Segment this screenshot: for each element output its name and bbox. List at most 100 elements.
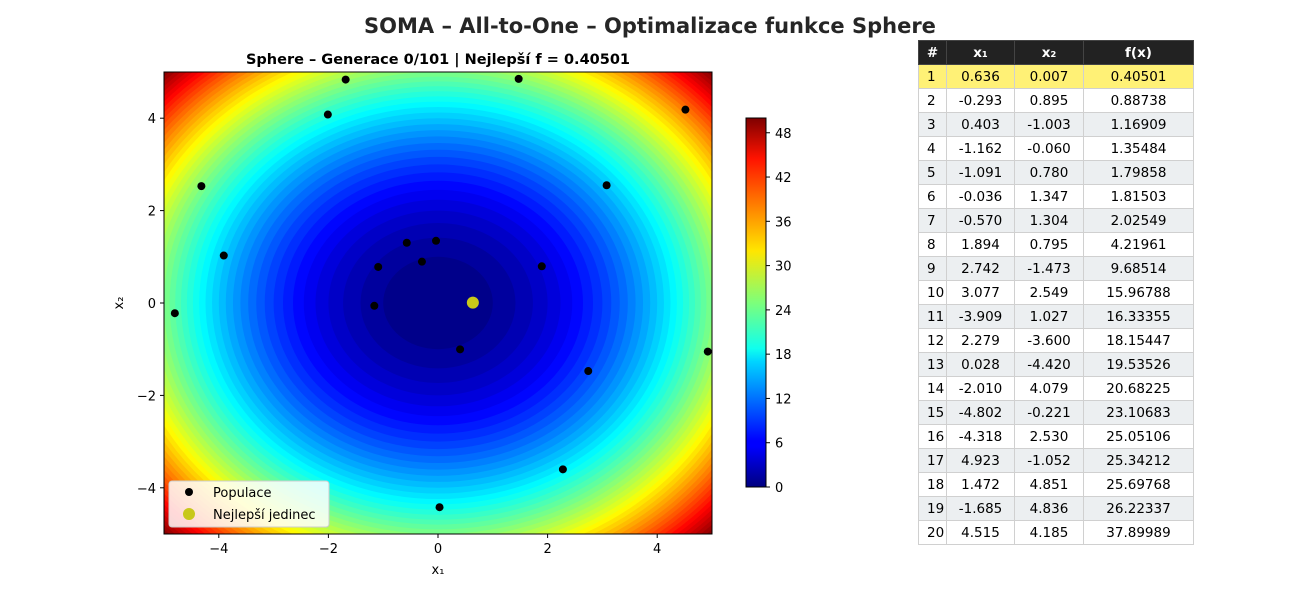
y-tick-label: 0 bbox=[148, 297, 156, 312]
table-row: 5 -1.091 0.780 1.79858 bbox=[918, 160, 1194, 185]
table-row: 6 -0.036 1.347 1.81503 bbox=[918, 184, 1194, 209]
cell-fx: 1.81503 bbox=[1083, 184, 1194, 209]
cell-index: 12 bbox=[918, 328, 947, 353]
cell-index: 5 bbox=[918, 160, 947, 185]
cell-index: 16 bbox=[918, 424, 947, 449]
cell-x1: 4.515 bbox=[946, 520, 1015, 545]
cell-x1: -2.010 bbox=[946, 376, 1015, 401]
cell-index: 3 bbox=[918, 112, 947, 137]
cell-fx: 1.35484 bbox=[1083, 136, 1194, 161]
table-row: 18 1.472 4.851 25.69768 bbox=[918, 472, 1194, 497]
population-point bbox=[341, 75, 350, 84]
cell-fx: 16.33355 bbox=[1083, 304, 1194, 329]
cell-x2: 0.795 bbox=[1014, 232, 1084, 257]
cell-index: 7 bbox=[918, 208, 947, 233]
cell-index: 4 bbox=[918, 136, 947, 161]
cell-x1: -1.685 bbox=[946, 496, 1015, 521]
table-row: 11 -3.909 1.027 16.33355 bbox=[918, 304, 1194, 329]
cell-fx: 23.10683 bbox=[1083, 400, 1194, 425]
cell-x2: 0.895 bbox=[1014, 88, 1084, 113]
cell-x2: 1.304 bbox=[1014, 208, 1084, 233]
cell-fx: 18.15447 bbox=[1083, 328, 1194, 353]
cell-index: 14 bbox=[918, 376, 947, 401]
cell-fx: 15.96788 bbox=[1083, 280, 1194, 305]
x-axis-ticks: −4 −2 0 2 4 bbox=[209, 534, 661, 557]
header-x2: x₂ bbox=[1014, 40, 1084, 65]
cell-fx: 19.53526 bbox=[1083, 352, 1194, 377]
table-row: 3 0.403 -1.003 1.16909 bbox=[918, 112, 1194, 137]
cell-index: 9 bbox=[918, 256, 947, 281]
legend: Populace Nejlepší jedinec bbox=[168, 480, 330, 528]
population-point bbox=[681, 105, 690, 114]
cell-x2: -1.473 bbox=[1014, 256, 1084, 281]
cell-x2: -1.003 bbox=[1014, 112, 1084, 137]
figure-title: SOMA – All-to-One – Optimalizace funkce … bbox=[364, 14, 936, 38]
x-tick-label: −2 bbox=[319, 542, 338, 557]
table-row: 13 0.028 -4.420 19.53526 bbox=[918, 352, 1194, 377]
cell-x2: 4.185 bbox=[1014, 520, 1084, 545]
cell-fx: 4.21961 bbox=[1083, 232, 1194, 257]
population-point bbox=[435, 503, 444, 512]
x-tick-label: 4 bbox=[653, 542, 661, 557]
header-x1: x₁ bbox=[946, 40, 1015, 65]
table-row: 2 -0.293 0.895 0.88738 bbox=[918, 88, 1194, 113]
cell-x2: -3.600 bbox=[1014, 328, 1084, 353]
cell-x2: -4.420 bbox=[1014, 352, 1084, 377]
table-row: 14 -2.010 4.079 20.68225 bbox=[918, 376, 1194, 401]
cell-x2: 4.836 bbox=[1014, 496, 1084, 521]
cell-x1: 3.077 bbox=[946, 280, 1015, 305]
population-point bbox=[456, 345, 465, 354]
cell-index: 13 bbox=[918, 352, 947, 377]
x-tick-label: 0 bbox=[434, 542, 442, 557]
cell-x1: -0.036 bbox=[946, 184, 1015, 209]
cell-index: 19 bbox=[918, 496, 947, 521]
cell-fx: 2.02549 bbox=[1083, 208, 1194, 233]
x-tick-label: 2 bbox=[543, 542, 551, 557]
cell-x1: -0.570 bbox=[946, 208, 1015, 233]
population-point bbox=[402, 238, 411, 247]
population-point bbox=[374, 262, 383, 271]
cell-x1: -4.802 bbox=[946, 400, 1015, 425]
cell-fx: 0.40501 bbox=[1083, 64, 1194, 89]
cell-x2: -1.052 bbox=[1014, 448, 1084, 473]
cell-x2: 2.530 bbox=[1014, 424, 1084, 449]
cell-x2: 1.027 bbox=[1014, 304, 1084, 329]
table-row: 9 2.742 -1.473 9.68514 bbox=[918, 256, 1194, 281]
axes-title: Sphere – Generace 0/101 | Nejlepší f = 0… bbox=[246, 52, 630, 68]
table-row: 4 -1.162 -0.060 1.35484 bbox=[918, 136, 1194, 161]
population-table-wrapper: # x₁ x₂ f(x) 1 0.636 0.007 0.40501 2 -0.293 0.… bbox=[918, 40, 1194, 545]
x-axis-label: x₁ bbox=[432, 563, 445, 578]
best-individual-point bbox=[466, 296, 479, 309]
cell-x1: 4.923 bbox=[946, 448, 1015, 473]
cell-index: 10 bbox=[918, 280, 947, 305]
cell-index: 11 bbox=[918, 304, 947, 329]
colorbar-tick-label: 36 bbox=[775, 215, 792, 230]
cell-index: 2 bbox=[918, 88, 947, 113]
legend-label-population: Populace bbox=[213, 486, 272, 501]
population-point bbox=[514, 74, 523, 83]
table-row: 8 1.894 0.795 4.21961 bbox=[918, 232, 1194, 257]
cell-x2: 4.851 bbox=[1014, 472, 1084, 497]
cell-x2: 0.780 bbox=[1014, 160, 1084, 185]
population-point bbox=[323, 110, 332, 119]
cell-x1: 1.472 bbox=[946, 472, 1015, 497]
cell-index: 15 bbox=[918, 400, 947, 425]
population-point bbox=[703, 347, 712, 356]
cell-x1: -1.162 bbox=[946, 136, 1015, 161]
cell-x1: -3.909 bbox=[946, 304, 1015, 329]
legend-box bbox=[168, 480, 330, 528]
legend-marker-best bbox=[183, 508, 195, 520]
colorbar-tick-label: 12 bbox=[775, 392, 792, 407]
population-point bbox=[537, 262, 546, 271]
cell-fx: 0.88738 bbox=[1083, 88, 1194, 113]
cell-x2: 4.079 bbox=[1014, 376, 1084, 401]
cell-x1: 0.028 bbox=[946, 352, 1015, 377]
population-point bbox=[370, 301, 379, 310]
cell-x2: -0.060 bbox=[1014, 136, 1084, 161]
cell-fx: 9.68514 bbox=[1083, 256, 1194, 281]
cell-index: 6 bbox=[918, 184, 947, 209]
cell-fx: 26.22337 bbox=[1083, 496, 1194, 521]
colorbar-tick-label: 30 bbox=[775, 260, 792, 275]
y-axis-ticks: −4 −2 0 2 4 bbox=[137, 112, 164, 497]
